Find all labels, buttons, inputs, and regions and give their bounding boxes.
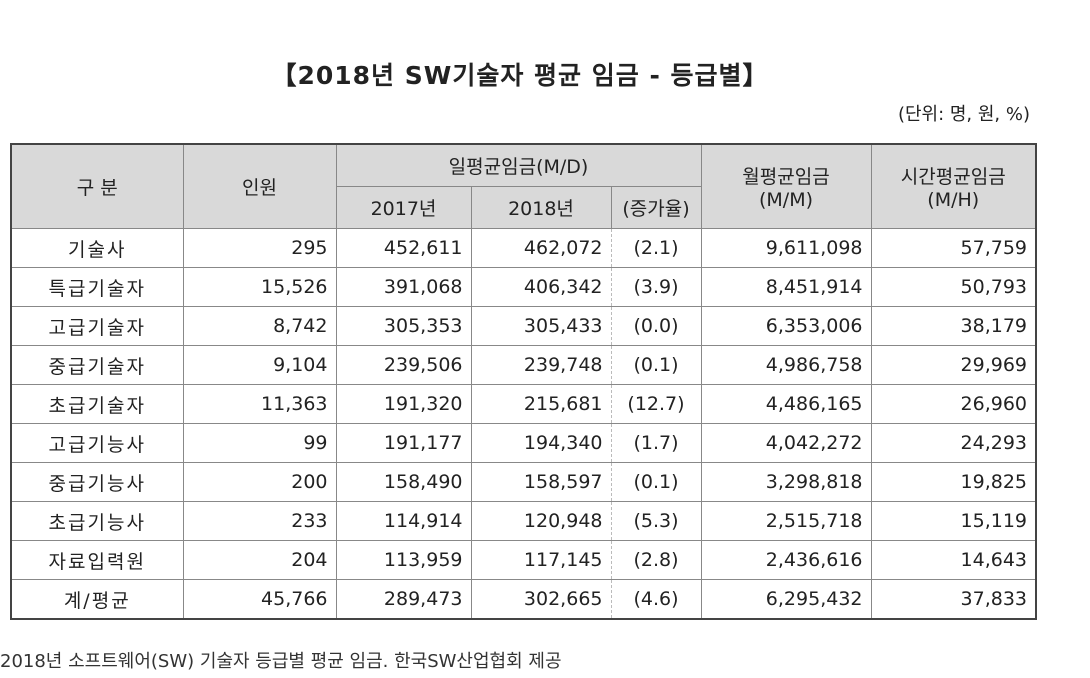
table-cell: 295 [182, 228, 337, 268]
table-cell: 50,793 [870, 267, 1037, 307]
table-row: 중급기능사 200 158,490 158,597 (0.1) 3,298,818 19,8… [10, 462, 1037, 502]
table-cell: 15,526 [182, 267, 337, 307]
table-cell: 자료입력원 [10, 540, 184, 580]
table-cell: 중급기술자 [10, 345, 184, 385]
table-cell: 99 [182, 423, 337, 463]
header-cell: 일평균임금(M/D) [335, 143, 702, 187]
table-cell: 14,643 [870, 540, 1037, 580]
header-cell: 인원 [182, 143, 337, 229]
table-cell: 239,748 [470, 345, 612, 385]
table-cell: 57,759 [870, 228, 1037, 268]
table-cell: 29,969 [870, 345, 1037, 385]
table-cell: 191,320 [335, 384, 472, 424]
table-cell: 200 [182, 462, 337, 502]
wage-table: 구 분 인원 일평균임금(M/D) 월평균임금 (M/M) 시간평균임금 (M/H)… [10, 143, 1037, 620]
header-text: 월평균임금 [742, 166, 830, 188]
table-cell: 15,119 [870, 501, 1037, 541]
table-row: 중급기술자 9,104 239,506 239,748 (0.1) 4,986,758 29… [10, 345, 1037, 385]
table-cell: 114,914 [335, 501, 472, 541]
header-text: (M/H) [927, 189, 980, 211]
table-cell: (4.6) [610, 579, 702, 620]
table-cell: 289,473 [335, 579, 472, 620]
table-cell: 기술사 [10, 228, 184, 268]
header-text: 시간평균임금 [900, 166, 1006, 188]
table-cell: (2.8) [610, 540, 702, 580]
table-cell: 117,145 [470, 540, 612, 580]
unit-note: (단위: 명, 원, %) [897, 104, 1030, 125]
table-cell: 초급기능사 [10, 501, 184, 541]
header-text: (M/M) [758, 189, 813, 211]
table-cell: 452,611 [335, 228, 472, 268]
table-cell: 120,948 [470, 501, 612, 541]
table-cell: 24,293 [870, 423, 1037, 463]
table-cell: 305,433 [470, 306, 612, 346]
table-cell: 191,177 [335, 423, 472, 463]
table-cell: 4,486,165 [700, 384, 872, 424]
header-cell: 2018년 [470, 186, 612, 229]
table-cell: 8,451,914 [700, 267, 872, 307]
table-row: 초급기능사 233 114,914 120,948 (5.3) 2,515,718 15,1… [10, 501, 1037, 541]
header-cell: (증가율) [610, 186, 702, 229]
table-cell: (12.7) [610, 384, 702, 424]
table-row: 특급기술자 15,526 391,068 406,342 (3.9) 8,451,914 5… [10, 267, 1037, 307]
table-cell: (2.1) [610, 228, 702, 268]
table-cell: (0.1) [610, 345, 702, 385]
table-cell: 194,340 [470, 423, 612, 463]
table-cell: 6,295,432 [700, 579, 872, 620]
table-cell: 9,611,098 [700, 228, 872, 268]
header-cell: 2017년 [335, 186, 472, 229]
table-cell: 특급기술자 [10, 267, 184, 307]
table-cell: 계/평균 [10, 579, 184, 620]
table-cell: 215,681 [470, 384, 612, 424]
table-cell: 233 [182, 501, 337, 541]
table-cell: 45,766 [182, 579, 337, 620]
table-cell: 462,072 [470, 228, 612, 268]
table-body: 기술사 295 452,611 462,072 (2.1) 9,611,098 57,759… [10, 228, 1037, 620]
table-cell: 초급기술자 [10, 384, 184, 424]
table-cell: (5.3) [610, 501, 702, 541]
table-cell: 19,825 [870, 462, 1037, 502]
table-cell: 113,959 [335, 540, 472, 580]
table-cell: 고급기능사 [10, 423, 184, 463]
table-cell: 4,042,272 [700, 423, 872, 463]
header-cell: 시간평균임금 (M/H) [870, 143, 1037, 229]
title: 【2018년 SW기술자 평균 임금 - 등급별】 [271, 61, 769, 90]
table-cell: 6,353,006 [700, 306, 872, 346]
table-cell: 8,742 [182, 306, 337, 346]
table-cell: 302,665 [470, 579, 612, 620]
table-cell: 305,353 [335, 306, 472, 346]
table-row: 고급기능사 99 191,177 194,340 (1.7) 4,042,272 24,29… [10, 423, 1037, 463]
table-row: 계/평균 45,766 289,473 302,665 (4.6) 6,295,432 37… [10, 579, 1037, 620]
table-cell: 11,363 [182, 384, 337, 424]
table-cell: 158,490 [335, 462, 472, 502]
table-cell: 204 [182, 540, 337, 580]
table-cell: 중급기능사 [10, 462, 184, 502]
table-row: 기술사 295 452,611 462,072 (2.1) 9,611,098 57,759 [10, 228, 1037, 268]
table-row: 고급기술자 8,742 305,353 305,433 (0.0) 6,353,006 38… [10, 306, 1037, 346]
table-cell: 37,833 [870, 579, 1037, 620]
table-cell: 158,597 [470, 462, 612, 502]
table-cell: 406,342 [470, 267, 612, 307]
table-row: 초급기술자 11,363 191,320 215,681 (12.7) 4,486,165… [10, 384, 1037, 424]
header-cell: 구 분 [10, 143, 184, 229]
table-cell: 38,179 [870, 306, 1037, 346]
table-cell: 3,298,818 [700, 462, 872, 502]
table-cell: 9,104 [182, 345, 337, 385]
table-cell: 2,436,616 [700, 540, 872, 580]
header-cell: 월평균임금 (M/M) [700, 143, 872, 229]
table-cell: (0.1) [610, 462, 702, 502]
table-cell: 239,506 [335, 345, 472, 385]
table-cell: (1.7) [610, 423, 702, 463]
table-cell: 고급기술자 [10, 306, 184, 346]
table-cell: 2,515,718 [700, 501, 872, 541]
table-cell: (0.0) [610, 306, 702, 346]
table-cell: 26,960 [870, 384, 1037, 424]
table-cell: 391,068 [335, 267, 472, 307]
table-cell: (3.9) [610, 267, 702, 307]
table-row: 자료입력원 204 113,959 117,145 (2.8) 2,436,616 14,6… [10, 540, 1037, 580]
caption: 2018년 소프트웨어(SW) 기술자 등급별 평균 임금. 한국SW산업협회 … [0, 651, 562, 672]
table-cell: 4,986,758 [700, 345, 872, 385]
